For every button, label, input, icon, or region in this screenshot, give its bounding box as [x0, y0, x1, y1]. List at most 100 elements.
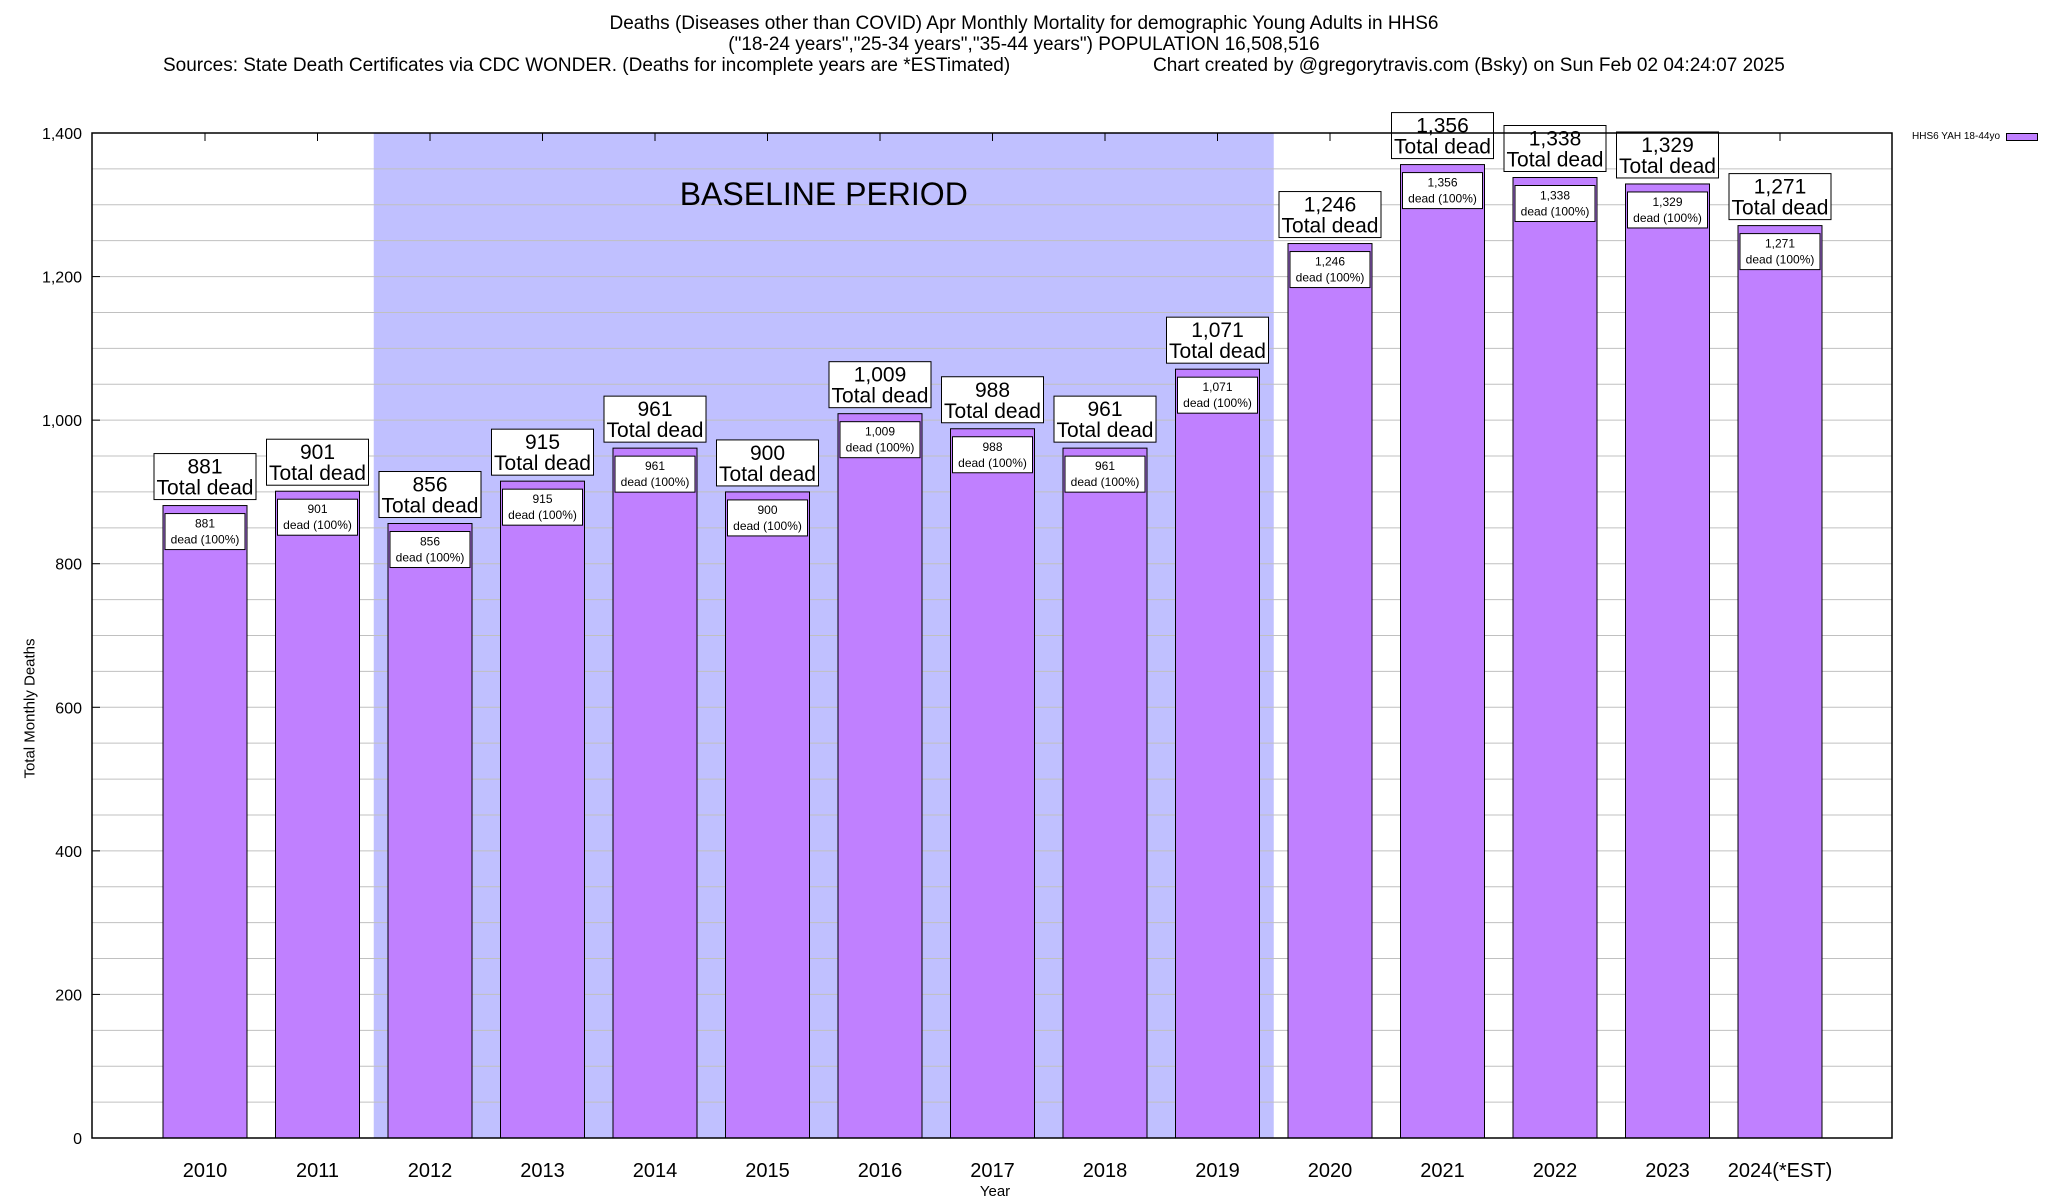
total-label-box — [603, 395, 707, 443]
inner-dead-label: dead (100%) — [508, 508, 577, 522]
total-value-label: 988 — [975, 379, 1010, 402]
y-tick-label: 1,400 — [42, 126, 82, 143]
inner-value-label: 1,071 — [1202, 380, 1232, 394]
total-label-box — [941, 376, 1044, 424]
chart-title: Deaths (Diseases other than COVID) Apr M… — [609, 13, 1439, 34]
x-tick-label: 2021 — [1420, 1160, 1465, 1182]
x-tick-label: 2013 — [520, 1160, 565, 1182]
bar-2020 — [1287, 243, 1373, 1139]
inner-value-label: 988 — [982, 440, 1002, 454]
inner-dead-label: dead (100%) — [1183, 396, 1252, 410]
inner-value-label: 961 — [645, 459, 665, 473]
y-tick-label: 400 — [55, 844, 82, 861]
total-label-box — [491, 428, 594, 476]
bar-2019 — [1175, 368, 1260, 1139]
bar-2022 — [1512, 177, 1598, 1139]
total-dead-label: Total dead — [944, 400, 1041, 423]
total-value-label: 1,356 — [1416, 115, 1469, 138]
total-label-box — [1616, 131, 1719, 179]
bar-2018 — [1062, 447, 1148, 1139]
x-tick-label: 2019 — [1195, 1160, 1240, 1182]
inner-value-label: 900 — [757, 503, 777, 517]
x-tick-label: 2016 — [858, 1160, 903, 1182]
inner-value-label: 1,329 — [1652, 195, 1682, 209]
total-value-label: 1,071 — [1191, 319, 1244, 342]
inner-label-box — [1402, 172, 1483, 210]
inner-label-box — [839, 421, 921, 459]
inner-value-label: 901 — [307, 502, 327, 516]
total-dead-label: Total dead — [494, 452, 591, 475]
total-label-box — [153, 453, 257, 501]
bar-2017 — [950, 428, 1035, 1139]
y-tick-label: 1,200 — [42, 270, 82, 287]
y-tick-label: 600 — [55, 700, 82, 717]
x-tick-label: 2012 — [408, 1160, 453, 1182]
x-tick-label: 2023 — [1645, 1160, 1690, 1182]
chart-subtitle: ("18-24 years","25-34 years","35-44 year… — [728, 34, 1320, 55]
total-dead-label: Total dead — [607, 419, 704, 442]
bar-2010 — [162, 505, 248, 1139]
total-value-label: 900 — [750, 442, 785, 465]
total-dead-label: Total dead — [719, 463, 816, 486]
total-value-label: 915 — [525, 431, 560, 454]
bar-2015 — [725, 491, 810, 1139]
inner-value-label: 1,009 — [865, 425, 895, 439]
total-value-label: 881 — [187, 456, 222, 479]
baseline-label: BASELINE PERIOD — [680, 176, 968, 212]
bar-2023 — [1625, 183, 1710, 1139]
chart-sources: Sources: State Death Certificates via CD… — [163, 55, 1011, 76]
total-dead-label: Total dead — [157, 477, 254, 500]
total-value-label: 1,338 — [1529, 128, 1582, 151]
inner-label-box — [389, 531, 471, 569]
total-label-box — [378, 471, 482, 519]
x-tick-label: 2022 — [1533, 1160, 1578, 1182]
y-axis-label: Total Monthly Deaths — [21, 638, 39, 779]
total-dead-label: Total dead — [1619, 155, 1716, 178]
inner-label-box — [1739, 233, 1821, 271]
y-tick-label: 800 — [55, 557, 82, 574]
legend: HHS6 YAH 18-44yo — [1912, 131, 2039, 142]
total-dead-label: Total dead — [1169, 340, 1266, 363]
inner-dead-label: dead (100%) — [1071, 475, 1140, 489]
x-tick-label: 2018 — [1083, 1160, 1128, 1182]
total-value-label: 961 — [1087, 398, 1122, 421]
bar-2011 — [275, 490, 360, 1139]
total-value-label: 901 — [300, 441, 335, 464]
inner-value-label: 881 — [195, 517, 215, 531]
inner-dead-label: dead (100%) — [283, 518, 352, 532]
bar-2013 — [500, 480, 585, 1139]
inner-label-box — [1289, 251, 1371, 289]
bar-2014 — [612, 447, 698, 1139]
inner-dead-label: dead (100%) — [846, 441, 915, 455]
inner-label-box — [1627, 191, 1708, 229]
total-label-box — [828, 361, 932, 409]
total-dead-label: Total dead — [1282, 215, 1379, 238]
inner-label-box — [727, 499, 808, 537]
total-label-box — [716, 439, 819, 487]
chart-credit: Chart created by @gregorytravis.com (Bsk… — [1153, 55, 1785, 76]
inner-label-box — [1514, 185, 1596, 223]
x-tick-label: 2010 — [183, 1160, 228, 1182]
total-label-box — [1166, 316, 1269, 364]
total-dead-label: Total dead — [1394, 136, 1491, 159]
inner-value-label: 1,356 — [1427, 176, 1457, 190]
total-label-box — [1391, 112, 1494, 160]
inner-label-box — [614, 455, 696, 493]
x-tick-label: 2017 — [970, 1160, 1015, 1182]
inner-dead-label: dead (100%) — [171, 533, 240, 547]
total-value-label: 1,009 — [854, 364, 907, 387]
inner-value-label: 1,271 — [1765, 237, 1795, 251]
inner-dead-label: dead (100%) — [1408, 192, 1477, 206]
total-value-label: 961 — [637, 398, 672, 421]
total-label-box — [1278, 191, 1382, 239]
y-tick-label: 1,000 — [42, 413, 82, 430]
x-tick-label: 2014 — [633, 1160, 678, 1182]
x-tick-label: 2024(*EST) — [1728, 1160, 1833, 1182]
bar-2016 — [837, 413, 923, 1139]
inner-label-box — [164, 513, 246, 551]
x-axis-label: Year — [979, 1183, 1011, 1200]
total-dead-label: Total dead — [1732, 197, 1829, 220]
x-tick-label: 2020 — [1308, 1160, 1353, 1182]
total-value-label: 1,246 — [1304, 194, 1357, 217]
